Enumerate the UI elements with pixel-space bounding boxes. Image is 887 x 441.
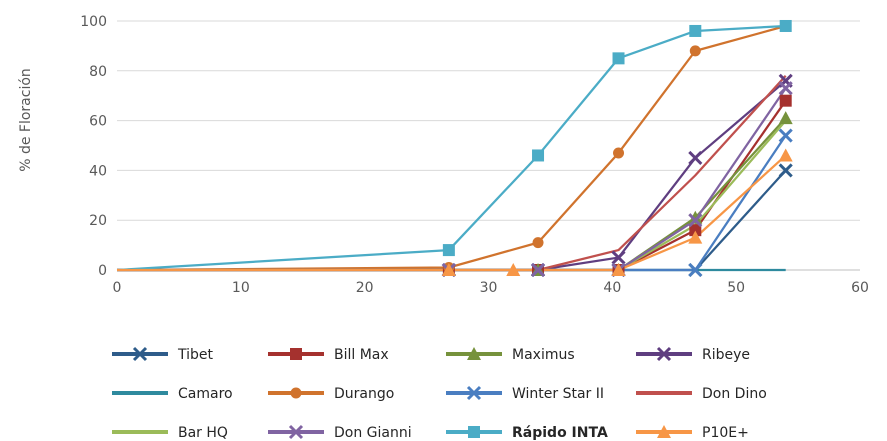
x-tick-label: 0 (113, 280, 122, 296)
legend-label: Rápido INTA (512, 425, 608, 441)
legend-item: Ribeye (636, 346, 750, 363)
data-point (532, 237, 544, 249)
data-point (441, 263, 456, 276)
data-point (688, 210, 703, 224)
data-point (688, 262, 703, 278)
x-tick-label: 10 (232, 280, 250, 296)
legend-item: Rápido INTA (446, 425, 608, 441)
legend-label: Bill Max (334, 347, 389, 363)
data-point (689, 45, 701, 57)
series-line (116, 24, 786, 272)
data-point (688, 213, 703, 228)
data-point (657, 425, 671, 438)
data-point (467, 347, 481, 360)
data-point (530, 262, 546, 278)
legend: Tibet Bill Max Maximus Ribeye Camaro Durango W… (112, 346, 767, 441)
data-point (778, 111, 793, 125)
y-tick-label: 60 (89, 114, 107, 130)
legend-item: Durango (268, 386, 394, 402)
legend-item: Tibet (112, 346, 214, 363)
data-point (779, 94, 792, 107)
data-point (656, 346, 672, 362)
data-point (611, 263, 626, 276)
legend-label: Bar HQ (178, 425, 228, 441)
data-point (290, 348, 302, 360)
x-tick-label: 50 (727, 280, 745, 296)
legend-label: Ribeye (702, 347, 750, 363)
data-point (613, 147, 625, 159)
y-tick-label: 0 (98, 263, 107, 279)
y-tick-label: 40 (89, 163, 107, 179)
legend-label: Durango (334, 386, 394, 402)
legend-item: Camaro (112, 386, 233, 402)
x-tick-label: 30 (480, 280, 498, 296)
series-markers (441, 19, 793, 278)
data-point (611, 250, 626, 265)
legend-label: Winter Star II (512, 386, 604, 402)
y-tick-label: 20 (89, 213, 107, 229)
y-axis-title: % de Floración (18, 68, 34, 172)
data-point (779, 19, 792, 32)
series-line (117, 154, 787, 272)
x-tick-label: 20 (356, 280, 374, 296)
legend-item: P10E+ (636, 425, 749, 441)
y-tick-label: 100 (80, 14, 107, 30)
data-point (612, 52, 625, 65)
data-point (442, 244, 455, 257)
data-point (688, 230, 703, 244)
data-point (288, 424, 304, 440)
data-point (778, 163, 793, 178)
data-point (778, 128, 793, 143)
x-tick-label: 40 (603, 280, 621, 296)
data-point (532, 149, 545, 162)
data-point (689, 224, 702, 237)
legend-item: Don Gianni (268, 424, 412, 441)
data-point (132, 346, 148, 362)
legend-label: Maximus (512, 347, 575, 363)
data-point (506, 263, 521, 276)
y-tick-label: 80 (89, 64, 107, 80)
data-point (290, 387, 302, 399)
legend-label: Camaro (178, 386, 233, 402)
data-point (468, 426, 480, 438)
legend-item: Don Dino (636, 386, 767, 402)
series-lines (116, 24, 787, 272)
legend-label: Don Gianni (334, 425, 412, 441)
legend-label: Tibet (177, 347, 214, 363)
data-point (689, 24, 702, 37)
legend-item: Winter Star II (446, 385, 604, 402)
legend-label: Don Dino (702, 386, 767, 402)
legend-label: P10E+ (702, 425, 749, 441)
legend-item: Bar HQ (112, 425, 228, 441)
data-point (778, 148, 793, 162)
data-point (688, 150, 703, 166)
series-line (116, 24, 786, 272)
legend-item: Maximus (446, 347, 575, 363)
x-tick-label: 60 (851, 280, 869, 296)
tick-labels: 0 20 40 60 80 100 0 10 20 30 40 50 60 (80, 14, 869, 296)
data-point (466, 385, 482, 401)
data-point (778, 81, 793, 96)
legend-item: Bill Max (268, 347, 389, 363)
